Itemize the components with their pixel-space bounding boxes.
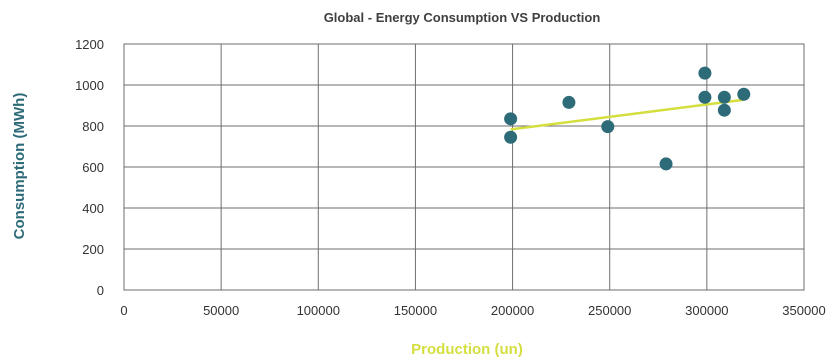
- y-tick-label: 800: [82, 119, 104, 134]
- x-tick-label: 350000: [782, 303, 825, 318]
- x-tick-label: 300000: [685, 303, 728, 318]
- trendline: [510, 98, 744, 131]
- x-tick-label: 100000: [297, 303, 340, 318]
- data-point: [659, 157, 673, 171]
- y-axis-title: Consumption (MWh): [11, 93, 28, 240]
- y-tick-label: 200: [82, 242, 104, 257]
- data-points: [504, 66, 751, 171]
- y-tick-label: 600: [82, 160, 104, 175]
- data-point: [504, 112, 518, 126]
- data-point: [717, 103, 731, 117]
- x-tick-label: 150000: [394, 303, 437, 318]
- x-tick-label: 250000: [588, 303, 631, 318]
- x-tick-label: 0: [120, 303, 127, 318]
- y-tick-label: 0: [97, 283, 104, 298]
- chart-title: Global - Energy Consumption VS Productio…: [324, 10, 601, 25]
- y-tick-label: 1200: [75, 37, 104, 52]
- data-point: [737, 87, 751, 101]
- x-tick-label: 50000: [203, 303, 239, 318]
- data-point: [717, 90, 731, 104]
- data-point: [562, 95, 576, 109]
- x-axis-ticks: 0 50000 100000 150000 200000 250000 300000 3500…: [120, 303, 825, 318]
- data-point: [504, 130, 518, 144]
- plot-frame: [123, 43, 805, 291]
- y-axis-ticks: 0 200 400 600 800 1000 1200: [75, 37, 104, 298]
- y-tick-label: 400: [82, 201, 104, 216]
- x-tick-label: 200000: [491, 303, 534, 318]
- y-tick-label: 1000: [75, 78, 104, 93]
- x-axis-title: Production (un): [411, 341, 523, 358]
- trendline-group: [510, 98, 744, 131]
- grid: [123, 43, 805, 291]
- data-point: [698, 66, 712, 80]
- data-point: [698, 90, 712, 104]
- data-point: [601, 120, 615, 134]
